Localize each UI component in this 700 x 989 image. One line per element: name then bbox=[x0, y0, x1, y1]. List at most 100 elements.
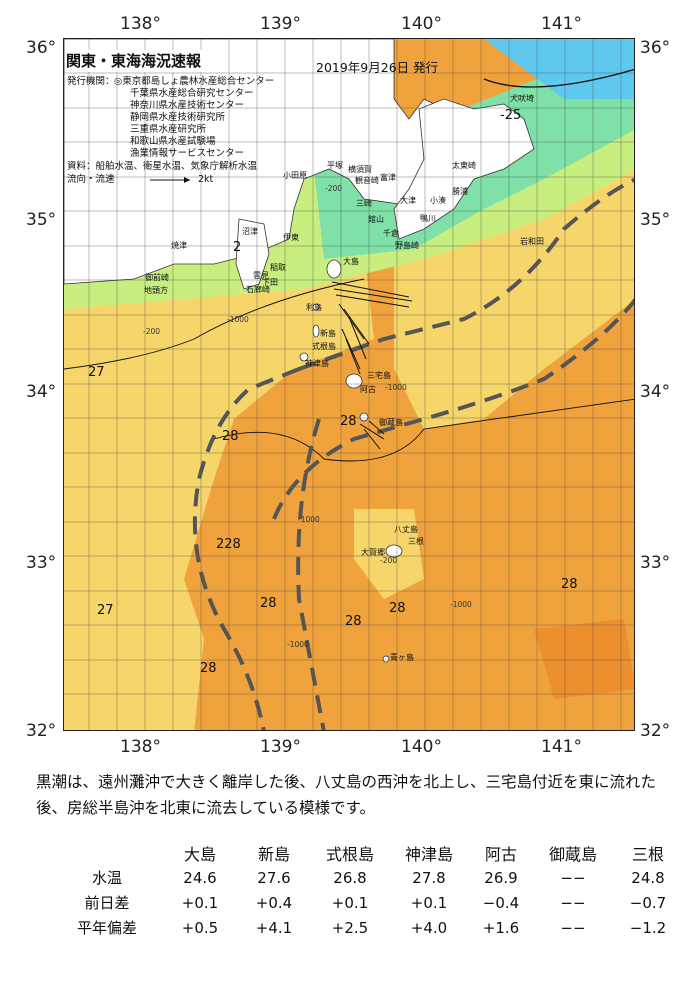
lon-label-141-bottom: 141° bbox=[541, 737, 582, 757]
depth-label-3: -200 bbox=[325, 184, 343, 193]
temp-label-28-e: 28 bbox=[345, 614, 362, 629]
legend-data-source: 資料：船舶水温、衛星水温、気象庁解析水温 bbox=[67, 161, 258, 172]
lat-label-35-right: 35° bbox=[640, 210, 671, 230]
cell: +4.0 bbox=[410, 918, 448, 937]
place-kozushima: 神津島 bbox=[305, 359, 329, 368]
cell: +1.6 bbox=[482, 918, 520, 937]
lat-label-36-left: 36° bbox=[26, 38, 57, 58]
legend-flow-scale: 2kt bbox=[198, 174, 214, 185]
place-chikura: 千倉 bbox=[383, 229, 399, 238]
temp-label-228: 228 bbox=[216, 537, 241, 552]
place-izumo: 岩和田 bbox=[520, 237, 544, 246]
cell: −0.7 bbox=[629, 893, 667, 912]
cell: +0.1 bbox=[331, 893, 369, 912]
place-mine: 三根 bbox=[408, 537, 424, 546]
table-row: 前日差 +0.1 +0.4 +0.1 +0.1 −0.4 −− −0.7 bbox=[52, 890, 684, 915]
place-omaezaki: 御前崎 bbox=[145, 273, 169, 282]
place-futtsu: 富津 bbox=[380, 173, 396, 182]
place-tateyama: 館山 bbox=[368, 215, 384, 224]
land-izu bbox=[235, 218, 270, 290]
lon-label-141-top: 141° bbox=[541, 14, 582, 34]
col-shikinejima: 式根島 bbox=[325, 844, 374, 864]
place-miura: 三崎 bbox=[356, 199, 372, 208]
col-kozushima: 神津島 bbox=[404, 844, 453, 864]
legend-org-4: 静岡県水産技術研究所 bbox=[130, 112, 226, 123]
cell: −0.4 bbox=[482, 893, 520, 912]
place-kozaki: 小湊 bbox=[430, 196, 446, 205]
table-row: 平年偏差 +0.5 +4.1 +2.5 +4.0 +1.6 −− −1.2 bbox=[52, 915, 684, 940]
lat-label-32-right: 32° bbox=[640, 721, 671, 741]
lat-label-34-right: 34° bbox=[640, 382, 671, 402]
island-aogashima bbox=[382, 655, 390, 663]
lat-lon-grid bbox=[64, 39, 634, 730]
depth-label-8: -1000 bbox=[287, 640, 309, 649]
cell: +0.1 bbox=[410, 893, 448, 912]
legend-org-1: ◎東京都島しょ農林水産総合センター bbox=[114, 76, 275, 87]
table-row: 水温 24.6 27.6 26.8 27.8 26.9 −− 24.8 bbox=[52, 865, 684, 890]
place-hiratsuka: 平塚 bbox=[327, 161, 343, 170]
lat-label-35-left: 35° bbox=[26, 210, 57, 230]
cell: −− bbox=[560, 893, 586, 912]
place-shikinejima: 式根島 bbox=[312, 342, 336, 351]
temp-label-25: -25 bbox=[500, 108, 522, 123]
place-kumomi: 雲見 bbox=[253, 271, 269, 280]
place-niijima: 新島 bbox=[320, 329, 336, 338]
col-mikurajima: 御蔵島 bbox=[548, 844, 597, 864]
island-mikurajima bbox=[359, 412, 369, 422]
legend-org-label: 発行機関： bbox=[67, 76, 115, 87]
place-shimoda: 下田 bbox=[262, 278, 278, 287]
legend-org-6: 和歌山県水産試験場 bbox=[130, 136, 216, 147]
isotherm-25 bbox=[483, 68, 634, 88]
table-corner bbox=[52, 840, 162, 865]
place-numazu: 沼津 bbox=[242, 227, 258, 236]
legend-org-7: 漁業情報サービスセンター bbox=[130, 148, 245, 159]
kuroshio-axis-south bbox=[272, 298, 634, 520]
legend-org-5: 三重県水産研究所 bbox=[130, 124, 207, 135]
island-niijima bbox=[312, 324, 320, 338]
place-ako: 阿古 bbox=[360, 385, 376, 394]
place-kozu-h: 大津 bbox=[400, 196, 416, 205]
lon-label-139-bottom: 139° bbox=[260, 737, 301, 757]
depth-label-2: -1000 bbox=[227, 315, 249, 324]
place-irozaki: 石廊崎 bbox=[246, 285, 270, 294]
island-oshima bbox=[326, 259, 342, 279]
place-ito: 伊東 bbox=[283, 233, 299, 242]
place-taito: 太東崎 bbox=[452, 161, 476, 170]
table-header-row: 大島 新島 式根島 神津島 阿古 御蔵島 三根 bbox=[52, 840, 684, 865]
row-label-anomaly: 平年偏差 bbox=[76, 919, 137, 937]
current-vectors bbox=[331, 281, 413, 450]
cell: 24.8 bbox=[631, 868, 665, 887]
description-text: 黒潮は、遠州灘沖で大きく離岸した後、八丈島の西沖を北上し、三宅島付近を東に流れた… bbox=[36, 773, 657, 817]
land-honshu bbox=[64, 39, 445, 285]
place-yaizu: 焼津 bbox=[171, 241, 187, 250]
cell: +2.5 bbox=[331, 918, 369, 937]
cell: +0.5 bbox=[181, 918, 219, 937]
cell: 27.8 bbox=[412, 868, 446, 887]
observation-table: 大島 新島 式根島 神津島 阿古 御蔵島 三根 水温 24.6 27.6 26.… bbox=[52, 840, 684, 940]
isotherm-27 bbox=[64, 278, 365, 370]
legend-org-3: 神奈川県水産技術センター bbox=[130, 100, 245, 111]
kuroshio-axis-west bbox=[296, 418, 326, 730]
place-kamogawa: 鴨川 bbox=[420, 214, 436, 223]
legend-flow-label: 流向・流速 bbox=[67, 174, 115, 185]
island-hachijojima bbox=[385, 544, 403, 558]
lon-label-140-top: 140° bbox=[401, 14, 442, 34]
cell: 24.6 bbox=[183, 868, 217, 887]
land-boso bbox=[393, 98, 535, 240]
lat-label-33-left: 33° bbox=[26, 553, 57, 573]
temp-label-2: 2 bbox=[233, 240, 242, 255]
temp-label-28-d: 28 bbox=[389, 601, 406, 616]
lon-label-138-top: 138° bbox=[120, 14, 161, 34]
lon-label-140-bottom: 140° bbox=[401, 737, 442, 757]
depth-label-1: -200 bbox=[143, 327, 161, 336]
place-katsuura: 勝浦 bbox=[452, 187, 468, 196]
lat-label-34-left: 34° bbox=[26, 382, 57, 402]
place-inubo: 犬吠埼 bbox=[510, 94, 534, 103]
cell: 26.9 bbox=[484, 868, 518, 887]
temp-label-27-b: 27 bbox=[97, 603, 114, 618]
zone-hot-patch bbox=[534, 619, 634, 699]
depth-label-7: -1000 bbox=[450, 600, 472, 609]
place-odawara: 小田原 bbox=[283, 171, 307, 180]
cell: +0.4 bbox=[255, 893, 293, 912]
lat-label-36-right: 36° bbox=[640, 38, 671, 58]
